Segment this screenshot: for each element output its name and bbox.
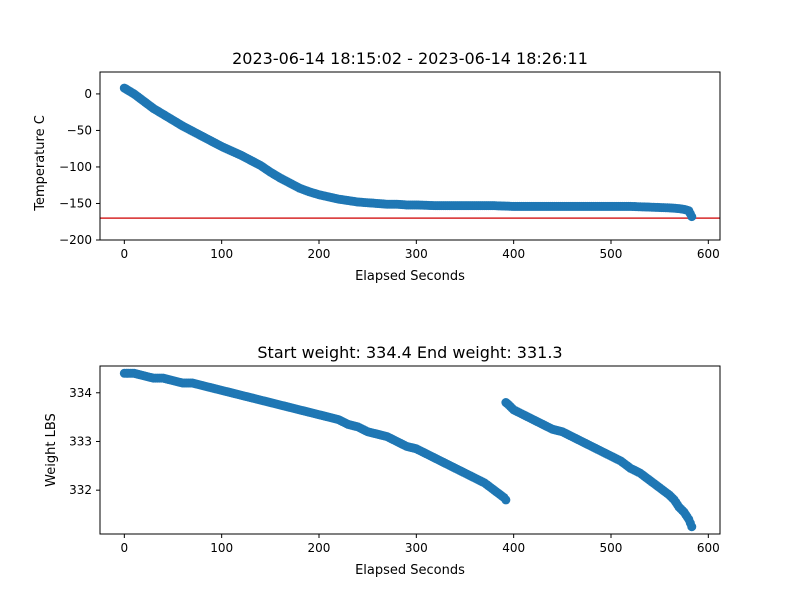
temperature-y-ticks: 0 −50 −100 −150 −200 bbox=[59, 87, 100, 247]
weight-data-point bbox=[501, 495, 511, 505]
temperature-y-tick-label: −100 bbox=[59, 160, 92, 174]
temperature-x-tick-label: 200 bbox=[308, 247, 331, 261]
weight-chart: Start weight: 334.4 End weight: 331.3 El… bbox=[44, 343, 721, 578]
temperature-x-ticks: 0 100 200 300 400 500 600 bbox=[121, 240, 720, 261]
weight-x-tick-label: 0 bbox=[121, 541, 129, 555]
temperature-points bbox=[119, 83, 697, 222]
temperature-x-tick-label: 100 bbox=[210, 247, 233, 261]
weight-x-tick-label: 500 bbox=[600, 541, 623, 555]
weight-x-tick-label: 300 bbox=[405, 541, 428, 555]
temperature-x-tick-label: 500 bbox=[600, 247, 623, 261]
weight-chart-title: Start weight: 334.4 End weight: 331.3 bbox=[257, 343, 562, 362]
weight-points bbox=[119, 368, 697, 532]
temperature-x-tick-label: 400 bbox=[502, 247, 525, 261]
temperature-chart: 2023-06-14 18:15:02 - 2023-06-14 18:26:1… bbox=[33, 49, 721, 284]
temperature-plot-frame bbox=[99, 71, 721, 241]
temperature-y-tick-label: 0 bbox=[84, 87, 92, 101]
weight-y-axis-label: Weight LBS bbox=[44, 413, 59, 487]
weight-plot-frame bbox=[99, 365, 721, 535]
temperature-y-tick-label: −150 bbox=[59, 196, 92, 210]
weight-x-tick-label: 200 bbox=[308, 541, 331, 555]
temperature-x-tick-label: 300 bbox=[405, 247, 428, 261]
temperature-y-tick-label: −200 bbox=[59, 233, 92, 247]
temperature-x-tick-label: 600 bbox=[697, 247, 720, 261]
weight-x-ticks: 0 100 200 300 400 500 600 bbox=[121, 534, 720, 555]
temperature-data-point bbox=[687, 212, 697, 222]
weight-y-tick-label: 332 bbox=[69, 483, 92, 497]
weight-y-tick-label: 333 bbox=[69, 434, 92, 448]
weight-y-ticks: 332 333 334 bbox=[69, 386, 100, 497]
temperature-chart-title: 2023-06-14 18:15:02 - 2023-06-14 18:26:1… bbox=[232, 49, 588, 68]
weight-x-tick-label: 600 bbox=[697, 541, 720, 555]
temperature-y-axis-label: Temperature C bbox=[33, 115, 48, 212]
weight-x-axis-label: Elapsed Seconds bbox=[355, 563, 465, 578]
temperature-y-tick-label: −50 bbox=[67, 123, 92, 137]
weight-x-tick-label: 100 bbox=[210, 541, 233, 555]
temperature-x-tick-label: 0 bbox=[121, 247, 129, 261]
weight-y-tick-label: 334 bbox=[69, 386, 92, 400]
weight-x-tick-label: 400 bbox=[502, 541, 525, 555]
temperature-x-axis-label: Elapsed Seconds bbox=[355, 269, 465, 284]
weight-data-point bbox=[687, 522, 697, 532]
